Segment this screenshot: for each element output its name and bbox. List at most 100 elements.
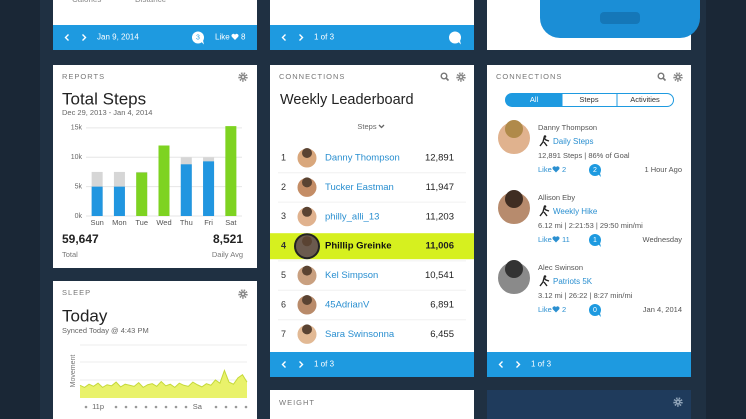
chart-subtitle: Synced Today @ 4:43 PM <box>62 326 149 335</box>
like-count: 2 <box>562 165 566 174</box>
card <box>53 65 257 268</box>
comment-bubble[interactable] <box>589 164 601 176</box>
rank: 3 <box>281 211 286 221</box>
chart-subtitle: Dec 29, 2013 - Jan 4, 2014 <box>62 108 152 117</box>
avatar-hair <box>505 190 523 208</box>
comment-bubble-tail <box>598 313 601 317</box>
activity-stats: 12,891 Steps | 86% of Goal <box>538 151 630 160</box>
chart-title: Total Steps <box>62 89 146 108</box>
like-button[interactable]: Like <box>538 235 552 244</box>
search-icon[interactable] <box>657 72 665 80</box>
member-name[interactable]: Kel Simpson <box>325 270 378 281</box>
bar <box>113 186 125 216</box>
y-tick-label: 5k <box>75 183 83 190</box>
card <box>53 281 257 419</box>
tab[interactable]: Activities <box>630 95 660 104</box>
card-footer <box>487 352 691 377</box>
activity-icon <box>539 276 550 287</box>
activity-icon-head <box>543 275 547 278</box>
bar <box>203 161 215 216</box>
rank: 4 <box>281 241 286 251</box>
rank: 6 <box>281 299 286 309</box>
like-button[interactable]: Like <box>215 33 230 42</box>
leaderboard-filter[interactable]: Steps <box>357 122 376 131</box>
member-name[interactable]: Phillip Greinke <box>325 241 392 252</box>
gear-icon-hole <box>677 401 679 403</box>
member-name[interactable]: philly_alli_13 <box>325 211 379 222</box>
member-steps: 11,006 <box>425 241 454 252</box>
comment-bubble-tail <box>598 243 601 247</box>
activity-stats: 3.12 mi | 26:22 | 8:27 min/mi <box>538 291 633 300</box>
bar <box>158 145 170 216</box>
rank: 1 <box>281 152 286 162</box>
member-name[interactable]: 45AdrianV <box>325 300 370 311</box>
search-icon-handle <box>662 77 667 82</box>
member-name[interactable]: Sara Swinsonna <box>325 329 395 340</box>
tab[interactable]: Steps <box>579 95 598 104</box>
tab[interactable]: All <box>530 95 539 104</box>
next-button[interactable] <box>516 361 521 368</box>
member-steps: 10,541 <box>425 270 454 281</box>
area-line <box>79 369 248 389</box>
member-name[interactable]: Tucker Eastman <box>325 182 394 193</box>
member-name[interactable]: Danny Thompson <box>325 153 400 164</box>
comment-bubble[interactable] <box>589 304 601 316</box>
next-button[interactable] <box>82 34 87 41</box>
card-header: REPORTS <box>62 72 105 81</box>
avatar-hair <box>302 265 312 276</box>
member-steps: 6,891 <box>430 300 454 311</box>
avatar-hair <box>302 148 312 158</box>
activity-icon <box>539 206 550 217</box>
y-tick-label: 0k <box>75 213 83 220</box>
member-steps: 12,891 <box>425 153 454 164</box>
comment-bubble[interactable] <box>192 31 204 44</box>
heart-icon <box>552 236 560 243</box>
next-button[interactable] <box>299 34 304 41</box>
comment-bubble[interactable] <box>449 31 461 44</box>
activity-icon <box>539 136 550 147</box>
comment-bubble[interactable] <box>589 234 601 246</box>
prev-button[interactable] <box>498 361 503 368</box>
x-tick-label: Sat <box>225 218 237 227</box>
gear-icon[interactable] <box>238 72 248 82</box>
total-value: 59,647 <box>62 232 99 246</box>
gear-icon[interactable] <box>673 397 683 407</box>
gear-icon[interactable] <box>673 72 683 82</box>
activity-link[interactable]: Daily Steps <box>553 137 593 146</box>
like-button[interactable]: Like <box>538 305 552 314</box>
tab-selected-edge <box>550 93 563 107</box>
comment-count: 3 <box>196 35 200 42</box>
leaderboard-title: Weekly Leaderboard <box>280 92 414 108</box>
activity-link[interactable]: Patriots 5K <box>553 277 593 286</box>
gear-icon[interactable] <box>456 72 466 82</box>
like-count: 8 <box>241 33 246 42</box>
comment-bubble-tail <box>458 40 461 45</box>
axis-dot <box>134 405 138 409</box>
x-tick-label: Fri <box>204 218 213 227</box>
axis-dot <box>164 405 168 409</box>
x-tick-label: Tue <box>135 218 148 227</box>
x-tick-label: Sun <box>90 218 103 227</box>
activity-link[interactable]: Weekly Hike <box>553 207 598 216</box>
next-button[interactable] <box>299 361 304 368</box>
chart-title: Today <box>62 306 108 325</box>
prev-button[interactable] <box>64 34 69 41</box>
device-image-detail <box>600 12 640 24</box>
avatar-hair <box>302 295 312 305</box>
prev-button[interactable] <box>281 34 286 41</box>
filter-caret <box>378 124 385 129</box>
prev-button[interactable] <box>281 361 286 368</box>
heart-icon <box>552 306 560 313</box>
card-footer <box>270 352 474 377</box>
search-icon[interactable] <box>440 72 448 80</box>
avatar-hair <box>505 260 523 278</box>
x-tick-label: 11p <box>92 402 104 411</box>
gear-icon[interactable] <box>238 289 248 299</box>
like-button[interactable]: Like <box>538 165 552 174</box>
axis-dot <box>244 405 248 409</box>
activity-stats: 6.12 mi | 2:21:53 | 29:50 min/mi <box>538 221 643 230</box>
rank: 7 <box>281 329 286 339</box>
average-value: 8,521 <box>213 232 243 246</box>
y-axis-label: Movement <box>70 355 77 388</box>
